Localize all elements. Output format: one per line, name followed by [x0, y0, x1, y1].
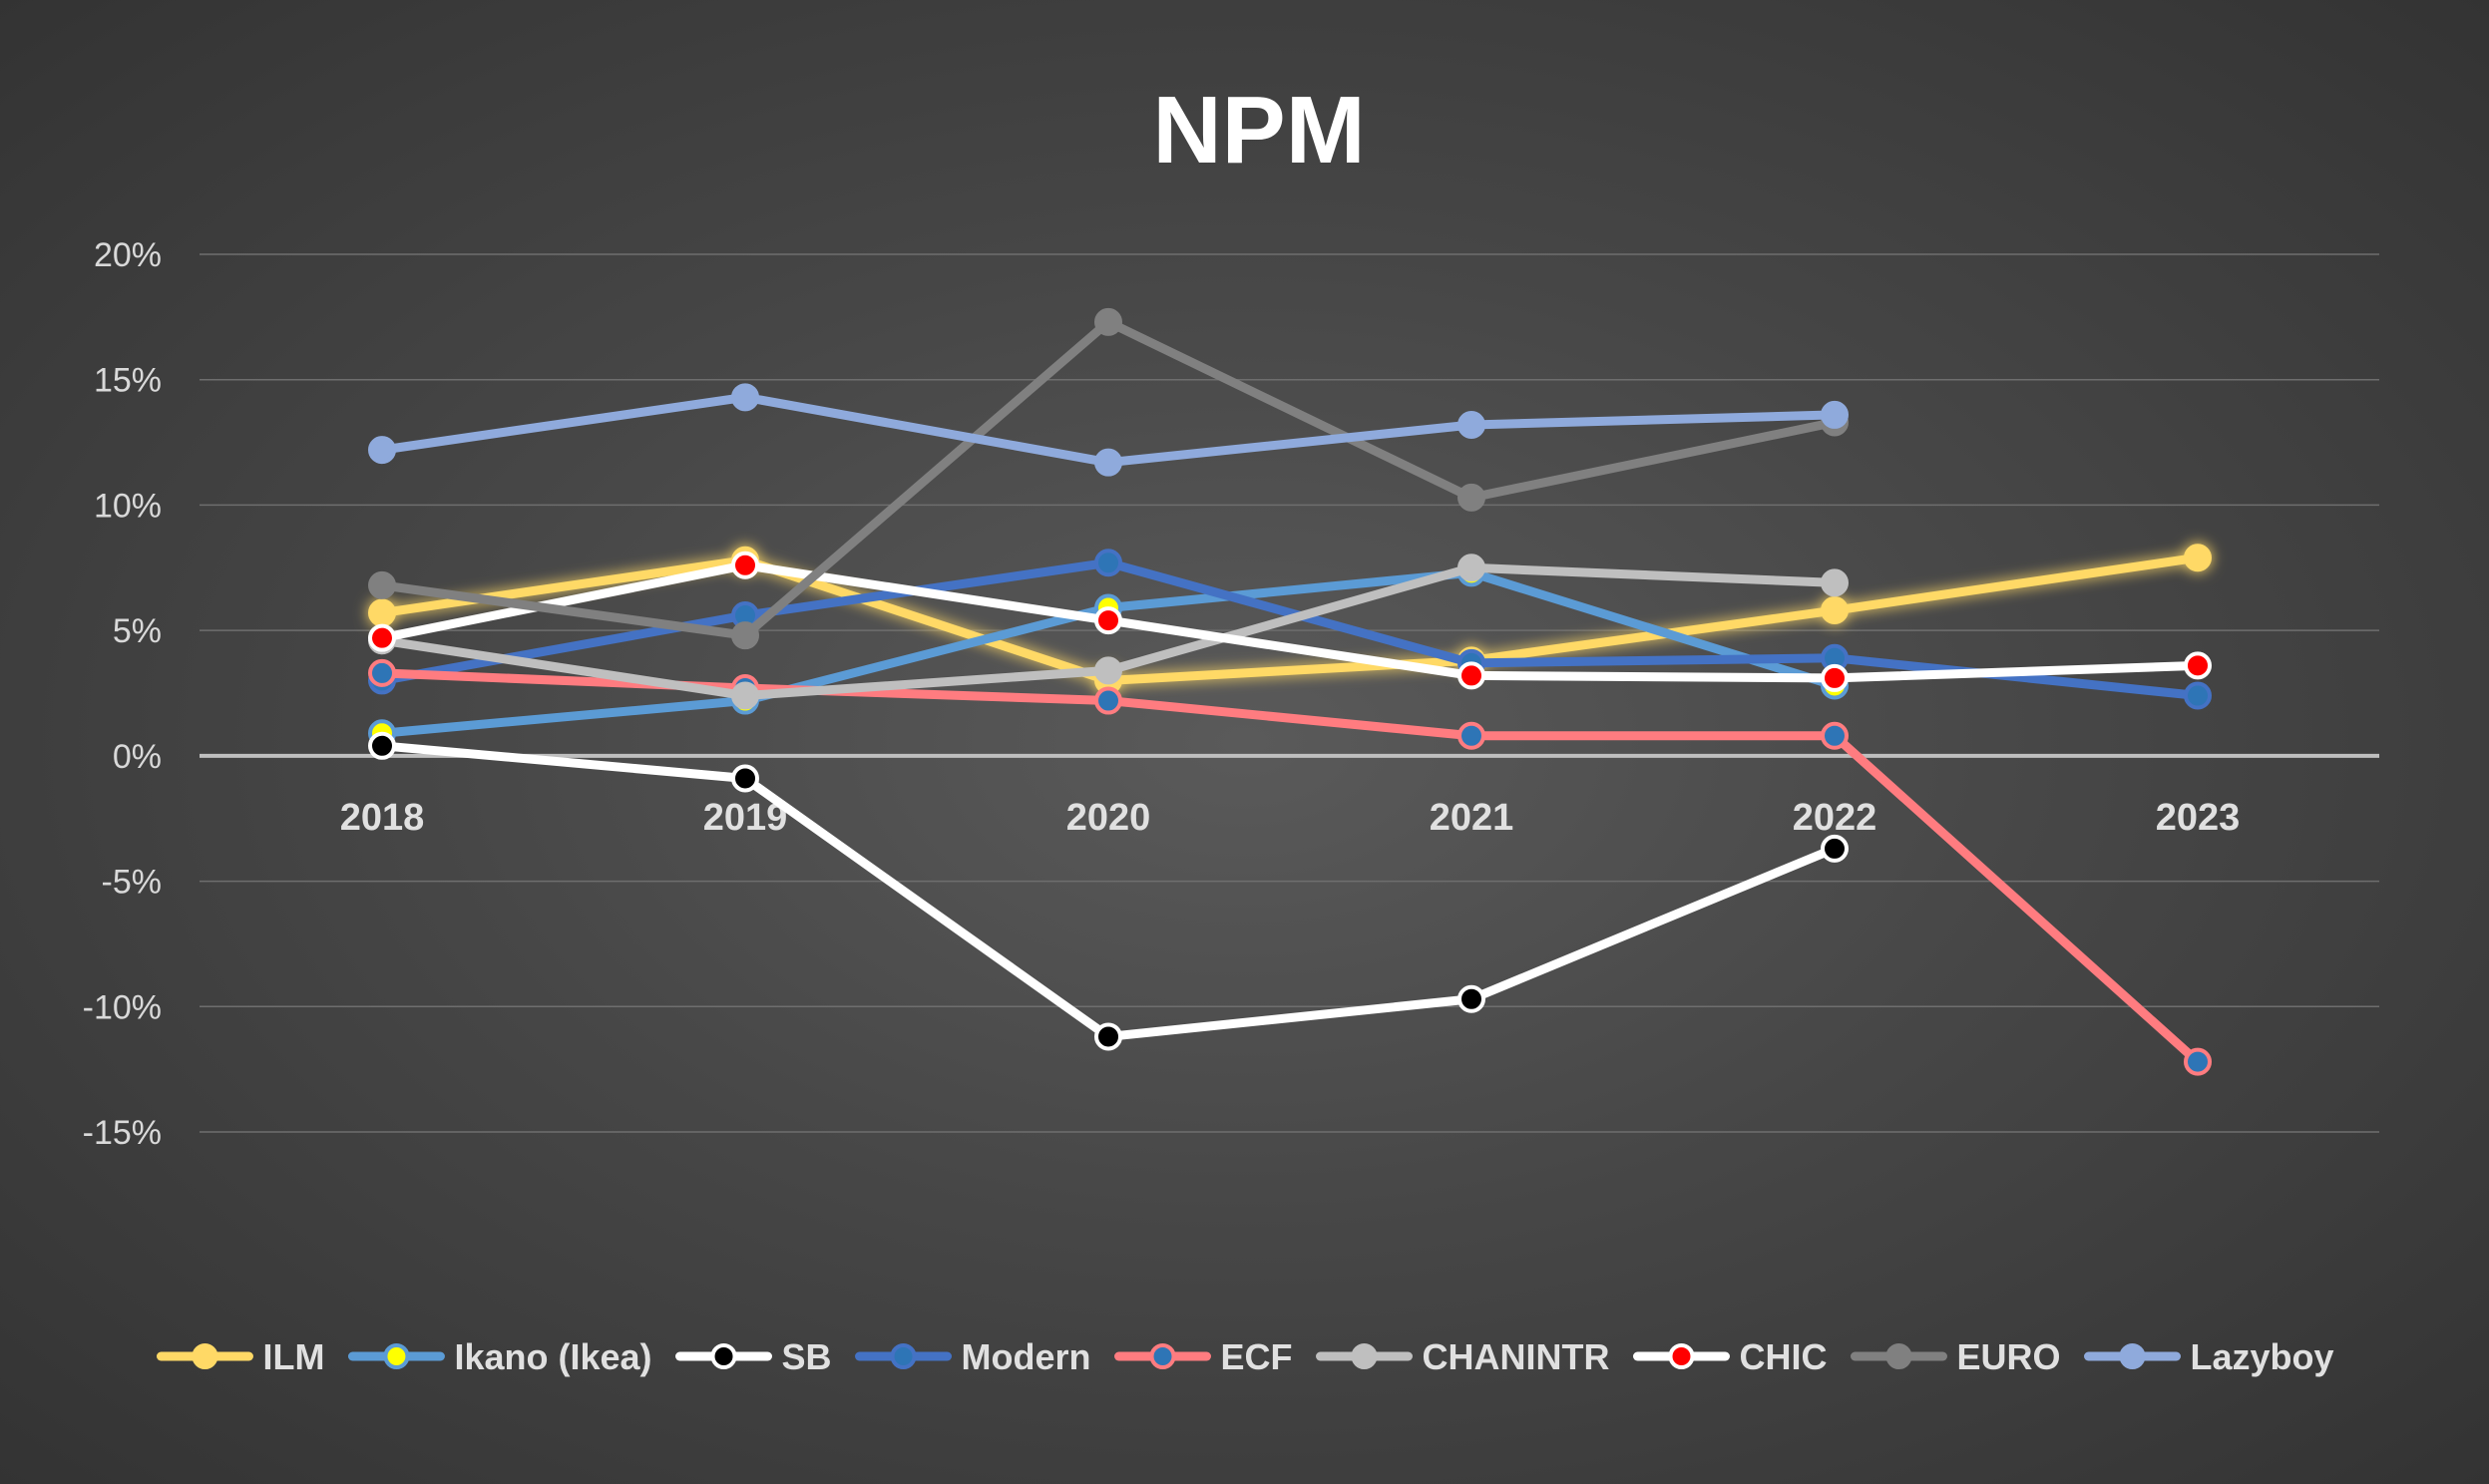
legend-item-chanintr: CHANINTR — [1316, 1336, 1610, 1377]
legend-label: Modern — [962, 1336, 1091, 1377]
series-line-ecf — [377, 668, 2203, 1067]
data-point-sb — [1457, 984, 1485, 1013]
legend-item-ikano-ikea: Ikano (Ikea) — [347, 1336, 652, 1377]
legend-label: EURO — [1956, 1336, 2060, 1377]
data-point-chic — [1094, 606, 1122, 635]
y-tick-label: 0% — [113, 738, 162, 776]
legend-swatch-marker — [890, 1343, 917, 1369]
y-tick-label: 15% — [94, 362, 162, 400]
series-sb — [368, 731, 1849, 1051]
legend-item-ecf: ECF — [1114, 1336, 1293, 1377]
x-axis: 2018 2019 2020 2021 2022 2023 — [340, 797, 2241, 839]
legend-swatch-marker — [192, 1343, 218, 1369]
data-point-ilm — [368, 598, 396, 627]
legend-swatch-marker — [1149, 1343, 1176, 1369]
legend-label: CHANINTR — [1423, 1336, 1610, 1377]
data-point-euro — [731, 621, 759, 650]
legend-item-euro: EURO — [1850, 1336, 2061, 1377]
legend-swatch-marker — [1885, 1343, 1912, 1369]
legend-label: ECF — [1221, 1336, 1293, 1377]
gridlines — [200, 253, 2379, 1133]
legend-swatch-marker — [710, 1343, 737, 1369]
legend-swatch-marker — [383, 1343, 410, 1369]
data-point-sb — [1821, 834, 1849, 863]
y-tick-label: -10% — [83, 988, 162, 1026]
legend-label: ILM — [262, 1336, 324, 1377]
data-point-chanintr — [1821, 568, 1849, 597]
data-point-euro — [1094, 307, 1122, 336]
legend-label: SB — [782, 1336, 832, 1377]
legend-item-ilm: ILM — [156, 1336, 324, 1377]
legend-item-modern: Modern — [855, 1336, 1091, 1377]
legend-swatch-marker — [1668, 1343, 1695, 1369]
data-point-ecf — [2184, 1047, 2212, 1076]
legend-item-chic: CHIC — [1632, 1336, 1827, 1377]
data-point-chanintr — [1094, 656, 1122, 685]
y-tick-label: -15% — [83, 1114, 162, 1152]
data-point-lazyboy — [368, 436, 396, 465]
data-point-sb — [1094, 1022, 1122, 1051]
y-tick-label: 20% — [94, 236, 162, 274]
legend-label: Lazyboy — [2191, 1336, 2334, 1377]
data-point-chanintr — [1457, 554, 1485, 582]
data-point-ilm — [1821, 596, 1849, 625]
x-tick-label: 2021 — [1430, 797, 1514, 839]
data-point-chic — [1457, 661, 1485, 690]
series-chic — [368, 551, 2212, 692]
data-point-ilm — [2184, 544, 2212, 572]
series-line-ilm — [377, 553, 2203, 685]
data-point-chic — [368, 623, 396, 652]
legend-label: CHIC — [1739, 1336, 1827, 1377]
series-ikano-ikea — [368, 558, 1849, 748]
x-tick-label: 2020 — [1066, 797, 1151, 839]
data-point-lazyboy — [731, 383, 759, 412]
legend-item-lazyboy: Lazyboy — [2084, 1336, 2334, 1377]
y-tick-label: 5% — [113, 612, 162, 650]
data-point-sb — [731, 764, 759, 793]
y-tick-label: -5% — [102, 864, 162, 902]
data-point-ecf — [1094, 686, 1122, 715]
y-axis: 20% 15% 10% 5% 0% -5% -10% -15% — [83, 236, 162, 1152]
legend-item-sb: SB — [675, 1336, 832, 1377]
data-point-ecf — [1457, 721, 1485, 750]
data-point-chanintr — [731, 681, 759, 710]
x-tick-label: 2018 — [340, 797, 425, 839]
chart-title: NPM — [1152, 77, 1365, 184]
series-euro — [368, 307, 1849, 650]
data-point-lazyboy — [1457, 410, 1485, 439]
x-tick-label: 2022 — [1793, 797, 1877, 839]
data-point-ecf — [368, 658, 396, 687]
data-point-modern — [2184, 681, 2212, 710]
legend: ILM Ikano (Ikea) SB Modern ECF CHANINTR CHIC EU… — [156, 1336, 2334, 1377]
data-point-chic — [2184, 651, 2212, 680]
y-tick-label: 10% — [94, 487, 162, 525]
legend-label: Ikano (Ikea) — [454, 1336, 651, 1377]
data-point-euro — [1457, 483, 1485, 512]
series-line-euro — [377, 317, 1840, 640]
data-point-chic — [731, 551, 759, 579]
legend-swatch-marker — [2119, 1343, 2146, 1369]
data-point-lazyboy — [1821, 400, 1849, 429]
data-point-sb — [368, 731, 396, 760]
data-point-chic — [1821, 663, 1849, 692]
series-ecf — [368, 658, 2212, 1076]
legend-swatch-marker — [1351, 1343, 1378, 1369]
data-point-euro — [368, 570, 396, 599]
data-point-modern — [1094, 549, 1122, 577]
x-tick-label: 2023 — [2156, 797, 2241, 839]
series-line-sb — [377, 741, 1840, 1041]
data-point-ecf — [1821, 721, 1849, 750]
series-layer — [368, 307, 2212, 1076]
series-line-chic — [377, 560, 2203, 683]
series-lazyboy — [368, 383, 1849, 477]
data-point-lazyboy — [1094, 448, 1122, 477]
